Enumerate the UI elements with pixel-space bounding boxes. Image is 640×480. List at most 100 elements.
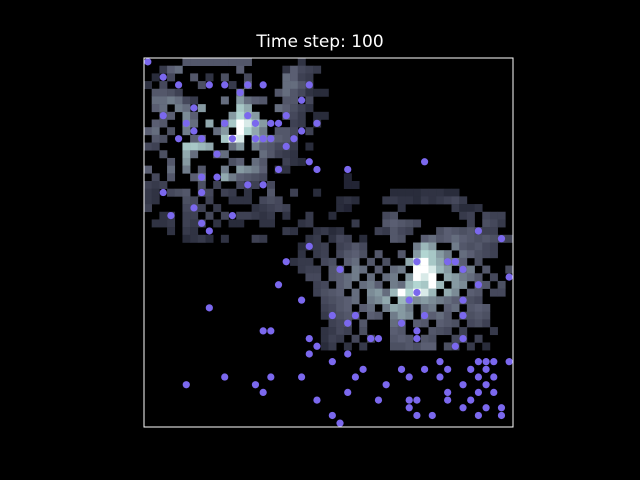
heatmap-cell (236, 96, 245, 105)
heatmap-cell (405, 219, 414, 228)
heatmap-cell (343, 296, 352, 305)
heatmap-cell (359, 242, 368, 251)
heatmap-cell (144, 204, 152, 213)
heatmap-cell (313, 265, 322, 274)
heatmap-cell (359, 327, 368, 336)
heatmap-cell (282, 165, 291, 174)
heatmap-cell (182, 96, 191, 105)
heatmap-cell (305, 211, 314, 220)
heatmap-cell (197, 204, 206, 213)
heatmap-cell (405, 257, 414, 266)
heatmap-cell (436, 234, 445, 243)
heatmap-cell (466, 342, 475, 351)
heatmap-cell (428, 334, 437, 343)
agent-marker (490, 358, 498, 366)
heatmap-cell (413, 219, 422, 228)
agent-marker (328, 411, 336, 420)
heatmap-cell (213, 127, 222, 136)
heatmap-cell (313, 65, 322, 74)
heatmap-cell (390, 334, 398, 343)
heatmap-cell (251, 234, 260, 243)
heatmap-cell (259, 173, 268, 182)
heatmap-cell (382, 257, 391, 266)
heatmap-cell (297, 119, 306, 128)
agent-marker (282, 258, 290, 266)
heatmap-cell (159, 119, 168, 128)
agent-marker (344, 165, 352, 174)
heatmap-cell (267, 196, 275, 205)
heatmap-cell (443, 288, 452, 297)
heatmap-cell (236, 211, 245, 220)
heatmap-cell (290, 119, 299, 128)
heatmap-cell (343, 250, 352, 259)
heatmap-cell (328, 234, 337, 243)
heatmap-cell (205, 119, 214, 128)
heatmap-cell (282, 104, 291, 113)
agent-marker (474, 373, 483, 381)
heatmap-cell (374, 311, 383, 320)
heatmap-cell (474, 242, 483, 251)
agent-marker (205, 227, 213, 235)
agent-marker (459, 296, 467, 304)
heatmap-cell (290, 157, 299, 166)
heatmap-cell (297, 265, 306, 274)
agent-marker (505, 273, 513, 281)
agent-marker (228, 211, 237, 220)
heatmap-cell (390, 219, 398, 228)
heatmap-cell (366, 288, 375, 297)
heatmap-cell (482, 234, 491, 243)
heatmap-cell (390, 304, 398, 312)
heatmap-cell (297, 242, 306, 251)
heatmap-cell (267, 181, 275, 189)
agent-marker (497, 411, 506, 420)
heatmap-cell (259, 165, 268, 174)
heatmap-cell (459, 280, 468, 289)
heatmap-cell (489, 250, 498, 259)
heatmap-cell (482, 311, 491, 320)
heatmap-cell (374, 250, 383, 259)
heatmap-cell (205, 58, 214, 66)
heatmap-cell (420, 273, 429, 282)
heatmap-cell (290, 142, 299, 151)
heatmap-cell (466, 319, 475, 328)
heatmap-cell (297, 219, 306, 228)
heatmap-cell (397, 280, 406, 289)
heatmap-cell (328, 288, 337, 297)
heatmap-cell (336, 242, 345, 251)
agent-marker (221, 373, 229, 381)
agent-marker (174, 135, 183, 143)
heatmap-cell (413, 250, 422, 259)
heatmap-cell (443, 304, 452, 312)
heatmap-cell (459, 211, 468, 220)
agent-marker (482, 358, 490, 366)
agent-marker (244, 81, 252, 89)
heatmap-cell (259, 234, 268, 243)
heatmap-cell (251, 111, 260, 120)
heatmap-cell (390, 311, 398, 320)
heatmap-cell (382, 304, 391, 312)
heatmap-cell (174, 96, 183, 105)
heatmap-cell (174, 88, 183, 97)
agent-marker (351, 373, 360, 381)
heatmap-cell (282, 204, 291, 213)
heatmap-cell (228, 196, 237, 205)
heatmap-cell (220, 150, 229, 159)
heatmap-cell (451, 273, 460, 282)
heatmap-cell (213, 181, 222, 189)
agent-marker (374, 396, 383, 404)
heatmap-cell (305, 265, 314, 274)
agent-marker (305, 242, 313, 250)
heatmap-cell (474, 288, 483, 297)
agent-marker (367, 334, 375, 343)
heatmap-cell (405, 288, 414, 297)
agent-marker (413, 327, 421, 335)
heatmap-cell (428, 296, 437, 305)
heatmap-cell (343, 242, 352, 251)
heatmap-cell (351, 242, 360, 251)
heatmap-cell (328, 211, 337, 220)
heatmap-cell (305, 234, 314, 243)
heatmap-cell (443, 227, 452, 236)
agent-marker (190, 127, 198, 135)
heatmap-cell (436, 188, 445, 197)
heatmap-cell (451, 196, 460, 205)
